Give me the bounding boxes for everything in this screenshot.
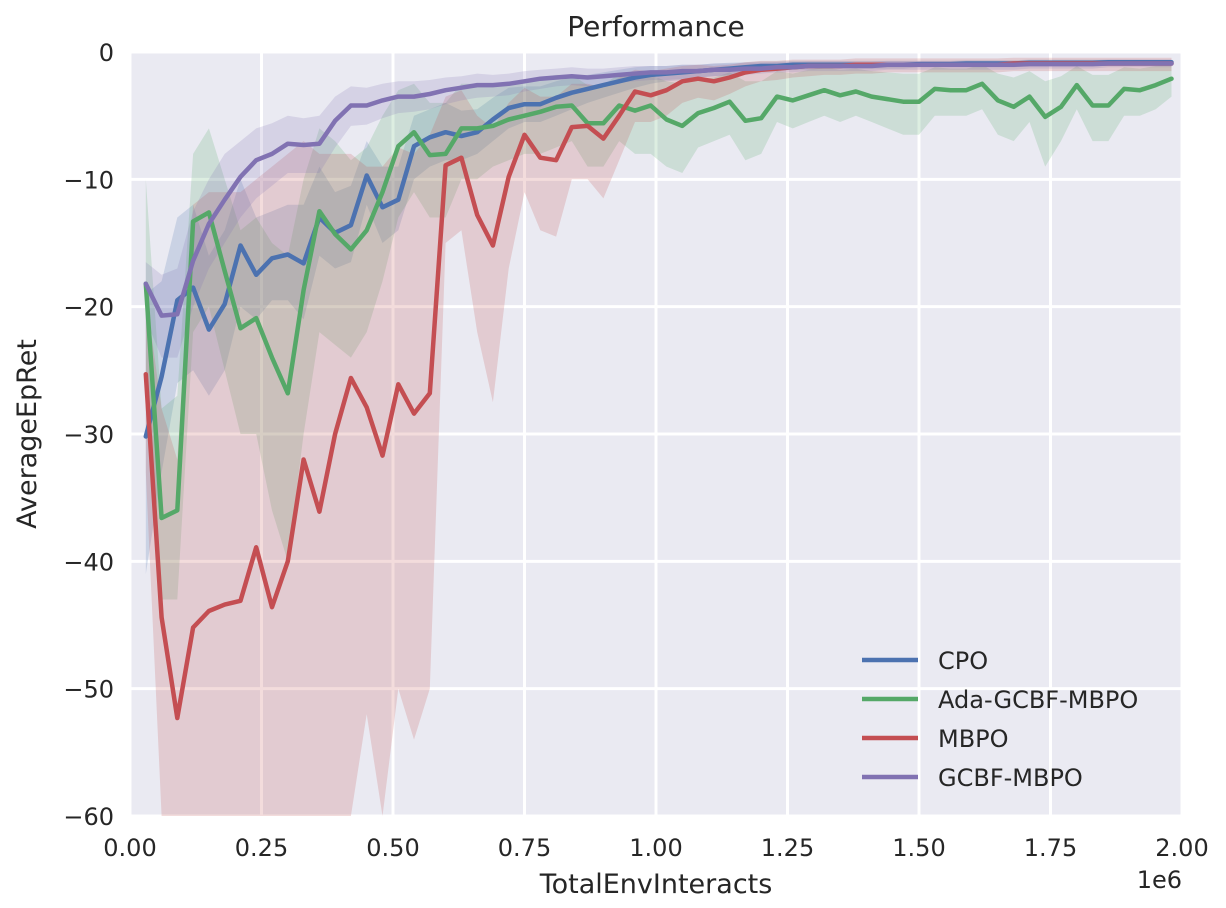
- y-tick-label: −60: [63, 803, 114, 831]
- legend-label-mbpo: MBPO: [938, 725, 1009, 753]
- y-tick-label: −20: [63, 294, 114, 322]
- band-ada-gcbf-mbpo: [145, 63, 1172, 600]
- y-tick-labels: 0 −10 −20 −30 −40 −50 −60: [63, 39, 114, 831]
- series-lines: [143, 59, 1174, 721]
- x-tick-label: 0.75: [498, 834, 551, 862]
- y-tick-label: −50: [63, 676, 114, 704]
- x-tick-label: 1.50: [892, 834, 945, 862]
- x-tick-labels: 0.00 0.25 0.50 0.75 1.00 1.25 1.50 1.75 2.00: [103, 834, 1208, 862]
- y-tick-label: −40: [63, 548, 114, 576]
- legend-label-gcbf-mbpo: GCBF-MBPO: [938, 764, 1083, 792]
- y-tick-label: −30: [63, 421, 114, 449]
- x-tick-label: 2.00: [1155, 834, 1208, 862]
- x-tick-label: 0.00: [103, 834, 156, 862]
- legend: CPO Ada-GCBF-MBPO MBPO GCBF-MBPO: [862, 647, 1138, 792]
- x-tick-label: 0.25: [235, 834, 288, 862]
- x-tick-label: 1.00: [629, 834, 682, 862]
- y-gridlines: [130, 50, 1182, 818]
- x-axis-title: TotalEnvInteracts: [539, 869, 773, 900]
- y-axis-title: AverageEpRet: [12, 339, 43, 529]
- chart-title: Performance: [567, 10, 744, 43]
- y-tick-label: −10: [63, 166, 114, 194]
- line-ada-gcbf-mbpo: [143, 76, 1174, 521]
- y-tick-label: 0: [99, 39, 114, 67]
- legend-label-ada-gcbf-mbpo: Ada-GCBF-MBPO: [938, 686, 1138, 714]
- x-exponent-label: 1e6: [1137, 866, 1182, 894]
- line-gcbf-mbpo: [143, 61, 1174, 318]
- band-mbpo: [145, 57, 1172, 816]
- legend-label-cpo: CPO: [938, 647, 988, 675]
- x-tick-label: 0.50: [366, 834, 419, 862]
- x-tick-label: 1.75: [1024, 834, 1077, 862]
- x-tick-label: 1.25: [761, 834, 814, 862]
